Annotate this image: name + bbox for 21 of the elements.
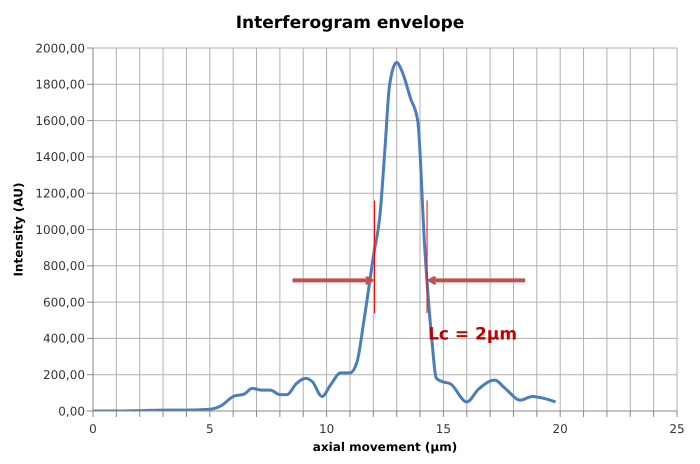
y-tick-label: 2000,00 bbox=[35, 41, 85, 56]
chart-title: Interferogram envelope bbox=[234, 12, 466, 35]
x-tick-label: 25 bbox=[669, 422, 685, 436]
y-tick-label: 1000,00 bbox=[35, 222, 85, 237]
y-tick-label: 1200,00 bbox=[35, 186, 85, 200]
y-tick-label: 600,00 bbox=[43, 295, 85, 310]
x-tick-label: 0 bbox=[89, 422, 97, 436]
y-tick-label: 400,00 bbox=[43, 332, 85, 346]
y-axis-title: Intensity (AU) bbox=[11, 182, 26, 277]
y-tick-label: 1600,00 bbox=[35, 114, 85, 128]
x-tick-label: 10 bbox=[318, 422, 334, 436]
y-tick-label: 800,00 bbox=[43, 259, 85, 274]
x-tick-label: 5 bbox=[206, 422, 214, 436]
line-series bbox=[93, 61, 558, 411]
y-tick-label: 1800,00 bbox=[35, 78, 85, 92]
y-tick-label: 200,00 bbox=[43, 368, 85, 382]
x-tick-label: 15 bbox=[436, 422, 452, 436]
x-axis-title: axial movement (µm) bbox=[312, 440, 458, 454]
x-tick-label: 20 bbox=[552, 422, 568, 436]
y-tick-label: 0,00 bbox=[58, 404, 85, 418]
y-tick-label: 1400,00 bbox=[35, 150, 85, 164]
